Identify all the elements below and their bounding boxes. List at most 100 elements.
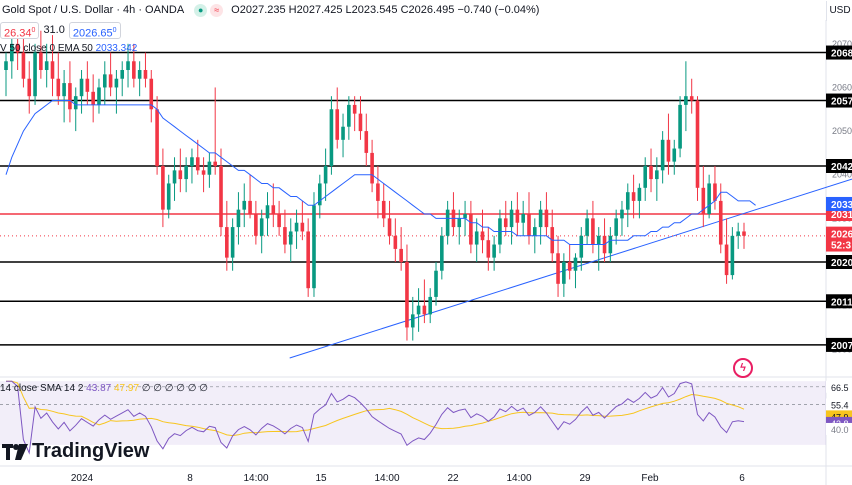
candle-body: [259, 218, 264, 236]
candle-body: [678, 104, 682, 149]
candle-body: [707, 183, 711, 214]
candle-body: [56, 78, 61, 97]
lightning-icon[interactable]: ϟ: [733, 358, 753, 378]
candle-body: [195, 157, 200, 171]
candle-body: [21, 52, 26, 79]
candle-body: [701, 187, 706, 214]
candle-body: [724, 244, 729, 276]
data-delay-icon: ≈: [210, 3, 224, 17]
candle-body: [573, 257, 578, 271]
level-price-tag: [826, 45, 852, 60]
sell-button[interactable]: 26.340: [0, 21, 40, 39]
candle-body: [410, 314, 415, 328]
candle-body: [608, 235, 613, 254]
rsi-axis-label: 55.4: [831, 400, 849, 410]
candle-body: [190, 157, 194, 166]
x-tick-label: 8: [187, 473, 193, 484]
x-tick-label: 22: [447, 473, 459, 484]
candle-body: [137, 70, 142, 79]
candle-body: [283, 227, 287, 245]
candle-body: [672, 148, 677, 162]
candle-body: [108, 74, 113, 88]
candle-body: [294, 222, 299, 232]
market-open-icon: ●: [194, 3, 208, 17]
candle-body: [85, 78, 90, 92]
candle-body: [149, 78, 154, 110]
candle-body: [184, 166, 188, 180]
candle-body: [492, 244, 496, 258]
candle-body: [10, 43, 14, 62]
candle-body: [718, 200, 723, 245]
rsi-axis-tag: [826, 380, 852, 393]
candle-body: [631, 192, 636, 201]
candle-body: [695, 100, 700, 188]
candle-body: [445, 209, 450, 236]
candle-body: [172, 170, 177, 184]
candle-body: [132, 61, 136, 79]
level-price-tag: [826, 337, 852, 352]
candle-body: [416, 305, 421, 315]
rsi-axis-tag: [826, 422, 852, 435]
candle-body: [300, 222, 305, 232]
candle-body: [480, 231, 485, 241]
price-tag-label: 52:3: [831, 241, 851, 252]
candle-body: [620, 209, 624, 219]
candle-body: [323, 166, 328, 184]
level-price-label: 2020: [831, 258, 852, 269]
candle-body: [312, 205, 316, 289]
candle-body: [27, 78, 32, 97]
buy-button[interactable]: 2026.650: [68, 21, 121, 39]
candle-body: [219, 166, 223, 228]
candle-body: [120, 70, 125, 79]
candle-body: [567, 262, 572, 271]
ema-legend[interactable]: V 50 close 0 EMA 50 2033.342: [0, 43, 137, 54]
ema-legend-value: 2033.342: [95, 43, 138, 54]
candle-body: [440, 235, 444, 271]
candle-body: [538, 209, 543, 228]
candle-body: [463, 214, 467, 219]
candle-body: [39, 52, 43, 70]
price-tag: [826, 226, 852, 241]
candle-body: [515, 209, 520, 223]
level-price-label: 2031: [831, 210, 852, 221]
candle-body: [102, 74, 107, 88]
candle-body: [596, 235, 601, 245]
candle-body: [201, 170, 206, 175]
candle-body: [614, 218, 618, 236]
candle-body: [364, 131, 369, 153]
candle-body: [166, 183, 171, 210]
candle-body: [393, 235, 398, 249]
candle-body: [486, 240, 491, 258]
candle-body: [33, 52, 37, 97]
candle-body: [277, 214, 281, 228]
candle-body: [358, 113, 363, 132]
candle-body: [225, 227, 229, 258]
ohlc-readout: O2027.235 H2027.425 L2023.545 C2026.495 …: [231, 4, 540, 16]
candle-body: [643, 166, 648, 188]
candle-body: [730, 235, 735, 276]
rsi-sma-legend-value: 47.97: [113, 383, 140, 394]
candle-body: [347, 104, 351, 127]
candle-body: [637, 187, 642, 201]
level-price-tag: [826, 93, 852, 108]
candle-body: [562, 262, 566, 284]
candle-body: [62, 83, 66, 97]
currency-label[interactable]: USD: [826, 1, 852, 21]
candle-body: [254, 214, 258, 236]
tradingview-logo[interactable]: TradingView: [2, 440, 149, 463]
candle-body: [381, 200, 386, 219]
candle-body: [236, 209, 241, 228]
price-tag-label: 2033: [831, 200, 852, 211]
candle-body: [352, 104, 357, 114]
rsi-legend-rest: ∅ ∅ ∅ ∅ ∅ ∅: [141, 383, 208, 394]
rsi-legend[interactable]: 14 close SMA 14 2 43.87 47.97 ∅ ∅ ∅ ∅ ∅ …: [0, 383, 208, 394]
symbol-title[interactable]: Gold Spot / U.S. Dollar · 4h · OANDA: [2, 4, 185, 16]
candle-body: [317, 183, 322, 206]
candle-body: [155, 109, 159, 166]
candle-body: [4, 61, 8, 70]
candle-body: [625, 192, 630, 210]
candle-body: [713, 183, 717, 201]
candle-body: [689, 96, 694, 101]
x-tick-label: 6: [739, 473, 745, 484]
